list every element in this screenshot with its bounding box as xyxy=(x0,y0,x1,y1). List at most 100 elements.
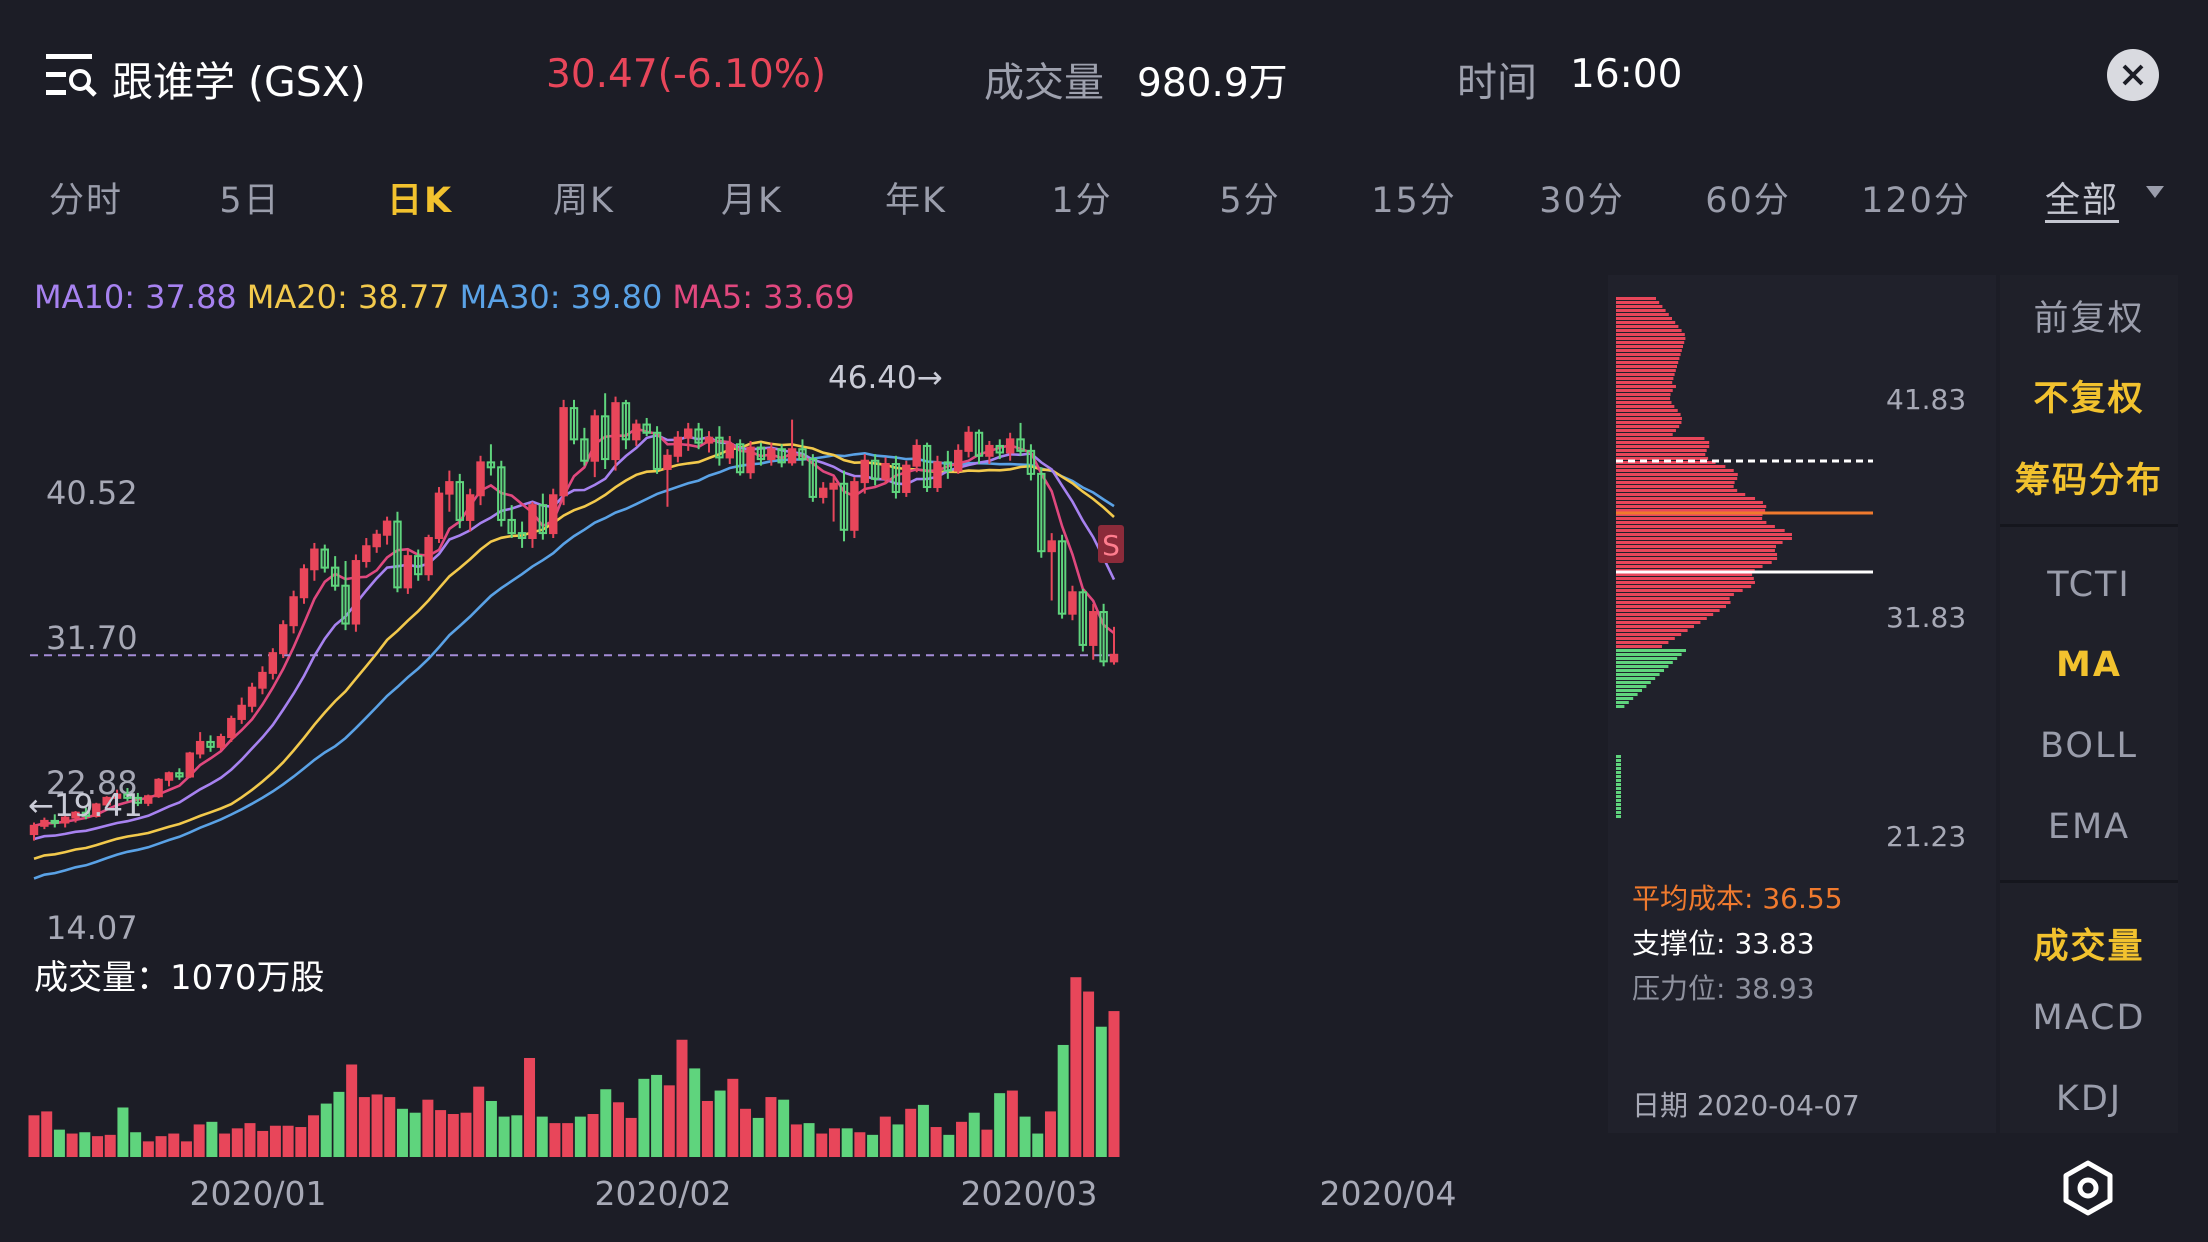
tab-120min[interactable]: 120分 xyxy=(1861,181,1971,221)
y-tick-label: 31.70 xyxy=(46,619,138,657)
kline-chart[interactable]: 40.52 31.70 22.88 14.07 46.40→ ←19.41 S xyxy=(0,230,1600,1180)
candle-body xyxy=(227,717,236,739)
chip-bar-profit xyxy=(1616,453,1706,456)
ma30-line xyxy=(33,451,1115,880)
chip-bar-profit xyxy=(1616,593,1734,596)
candle-body xyxy=(1109,653,1119,663)
menu-forward-adjusted[interactable]: 前复权 xyxy=(2033,299,2145,339)
menu-divider xyxy=(2000,880,2178,883)
volume-bar xyxy=(879,1116,891,1157)
chip-bar-profit xyxy=(1616,449,1707,452)
chip-bar-profit xyxy=(1616,401,1672,404)
candle-body xyxy=(652,431,662,470)
chip-bar-profit xyxy=(1616,361,1679,364)
candle-body xyxy=(279,624,288,655)
volume-bar xyxy=(333,1091,345,1157)
candle-body xyxy=(507,518,516,535)
candle-body xyxy=(185,752,194,778)
tab-intraday[interactable]: 分时 xyxy=(48,181,124,221)
tab-daily-k[interactable]: 日K xyxy=(386,181,454,221)
volume-bar xyxy=(778,1099,790,1157)
chip-bar-profit xyxy=(1616,565,1763,568)
candle-body xyxy=(870,459,880,480)
candle-body xyxy=(974,431,984,457)
volume-bar xyxy=(168,1133,180,1157)
candle-body xyxy=(465,494,475,521)
candle-body xyxy=(497,466,506,521)
tab-5min[interactable]: 5分 xyxy=(1219,181,1281,221)
menu-ema[interactable]: EMA xyxy=(2047,807,2131,847)
menu-divider xyxy=(2000,524,2178,527)
candle-body xyxy=(922,444,932,489)
tab-yearly-k[interactable]: 年K xyxy=(885,181,947,221)
volume-bar xyxy=(752,1117,764,1157)
menu-boll[interactable]: BOLL xyxy=(2040,726,2138,766)
volume-bar xyxy=(765,1097,777,1157)
volume-bar xyxy=(943,1134,955,1157)
chip-bar-profit xyxy=(1616,609,1720,612)
candle-body xyxy=(29,824,39,836)
menu-chip-distribution[interactable]: 筹码分布 xyxy=(2014,461,2163,501)
chip-bar-profit xyxy=(1616,521,1767,524)
chip-bar-loss xyxy=(1616,779,1621,782)
candle-body xyxy=(216,736,226,748)
chip-bar-profit xyxy=(1616,637,1675,640)
volume-bar xyxy=(1044,1111,1056,1157)
candle-body xyxy=(102,796,111,806)
volume-bar xyxy=(1083,991,1095,1157)
close-button[interactable] xyxy=(2107,49,2159,101)
tab-monthly-k[interactable]: 月K xyxy=(721,181,783,221)
chip-bar-loss xyxy=(1616,807,1621,810)
chip-bar-profit xyxy=(1616,385,1676,388)
candle-body xyxy=(569,407,579,441)
chevron-down-icon[interactable] xyxy=(2146,186,2164,198)
candle-body xyxy=(424,537,433,576)
low-marker-label: ←19.41 xyxy=(28,788,143,824)
menu-kdj[interactable]: KDJ xyxy=(2055,1079,2123,1119)
signal-label: S xyxy=(1102,529,1120,562)
average-cost-value: 36.55 xyxy=(1762,882,1843,915)
chip-bar-loss xyxy=(1616,705,1625,708)
candle-body xyxy=(445,481,454,495)
volume-bar xyxy=(828,1128,840,1157)
chip-bar-profit xyxy=(1616,425,1680,428)
chip-bar-profit xyxy=(1616,329,1682,332)
tab-30min[interactable]: 30分 xyxy=(1539,181,1625,221)
chip-date: 日期 2020-04-07 xyxy=(1632,1084,1860,1124)
candle-body xyxy=(684,428,693,439)
chip-bar-loss xyxy=(1616,783,1621,786)
ma5-line xyxy=(33,427,1115,828)
volume-bar xyxy=(854,1132,866,1157)
candle-body xyxy=(382,520,392,536)
chip-bar-profit xyxy=(1616,465,1726,468)
settings-hexagon-icon[interactable] xyxy=(2060,1160,2116,1216)
menu-tcti[interactable]: TCTI xyxy=(2047,565,2131,605)
chip-bar-profit xyxy=(1616,497,1756,500)
volume-bar xyxy=(498,1116,510,1157)
chip-bar-profit xyxy=(1616,629,1688,632)
tab-weekly-k[interactable]: 周K xyxy=(553,181,615,221)
chip-bar-loss xyxy=(1616,661,1673,664)
tab-all[interactable]: 全部 xyxy=(2044,181,2120,221)
volume-bar xyxy=(524,1057,536,1157)
menu-macd[interactable]: MACD xyxy=(2032,998,2146,1038)
tab-5day[interactable]: 5日 xyxy=(219,181,281,221)
y-tick-label: 22.88 xyxy=(46,764,138,802)
chip-bar-profit xyxy=(1616,445,1710,448)
menu-ma[interactable]: MA xyxy=(2056,645,2122,685)
menu-search-icon[interactable] xyxy=(46,52,98,98)
menu-volume[interactable]: 成交量 xyxy=(2033,927,2145,967)
chip-bar-profit xyxy=(1616,597,1730,600)
volume-bar xyxy=(612,1102,624,1157)
tab-60min[interactable]: 60分 xyxy=(1705,181,1791,221)
menu-unadjusted[interactable]: 不复权 xyxy=(2033,379,2145,419)
chip-bar-profit xyxy=(1616,321,1676,324)
chip-bar-profit xyxy=(1616,393,1671,396)
volume-bar xyxy=(460,1112,472,1157)
chip-bar-loss xyxy=(1616,787,1621,790)
tab-15min[interactable]: 15分 xyxy=(1371,181,1457,221)
chip-bar-profit xyxy=(1616,553,1778,556)
tab-1min[interactable]: 1分 xyxy=(1051,181,1113,221)
candle-body xyxy=(642,423,651,434)
chip-bar-profit xyxy=(1616,297,1656,300)
